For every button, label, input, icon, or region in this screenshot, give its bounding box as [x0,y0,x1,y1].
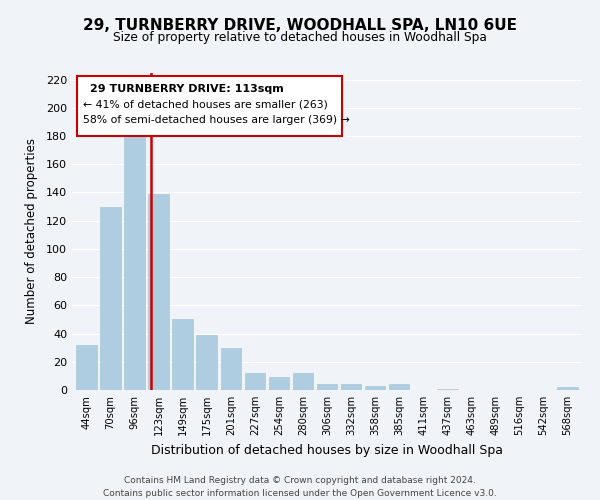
Bar [245,373,265,390]
Bar [196,335,217,390]
Bar [76,345,97,390]
FancyBboxPatch shape [77,76,342,136]
Bar [365,386,385,390]
Bar [317,384,337,390]
Bar [124,136,145,390]
Bar [437,388,458,390]
Bar [341,384,361,390]
Text: Contains HM Land Registry data © Crown copyright and database right 2024.
Contai: Contains HM Land Registry data © Crown c… [103,476,497,498]
Bar [221,348,241,390]
Text: 58% of semi-detached houses are larger (369) →: 58% of semi-detached houses are larger (… [83,116,350,126]
Text: 29, TURNBERRY DRIVE, WOODHALL SPA, LN10 6UE: 29, TURNBERRY DRIVE, WOODHALL SPA, LN10 … [83,18,517,32]
Bar [148,194,169,390]
Bar [293,373,313,390]
Y-axis label: Number of detached properties: Number of detached properties [25,138,38,324]
Bar [100,206,121,390]
Bar [172,320,193,390]
X-axis label: Distribution of detached houses by size in Woodhall Spa: Distribution of detached houses by size … [151,444,503,456]
Bar [269,378,289,390]
Text: Size of property relative to detached houses in Woodhall Spa: Size of property relative to detached ho… [113,31,487,44]
Bar [389,384,409,390]
Bar [557,387,578,390]
Text: ← 41% of detached houses are smaller (263): ← 41% of detached houses are smaller (26… [83,100,328,110]
Text: 29 TURNBERRY DRIVE: 113sqm: 29 TURNBERRY DRIVE: 113sqm [90,84,284,94]
